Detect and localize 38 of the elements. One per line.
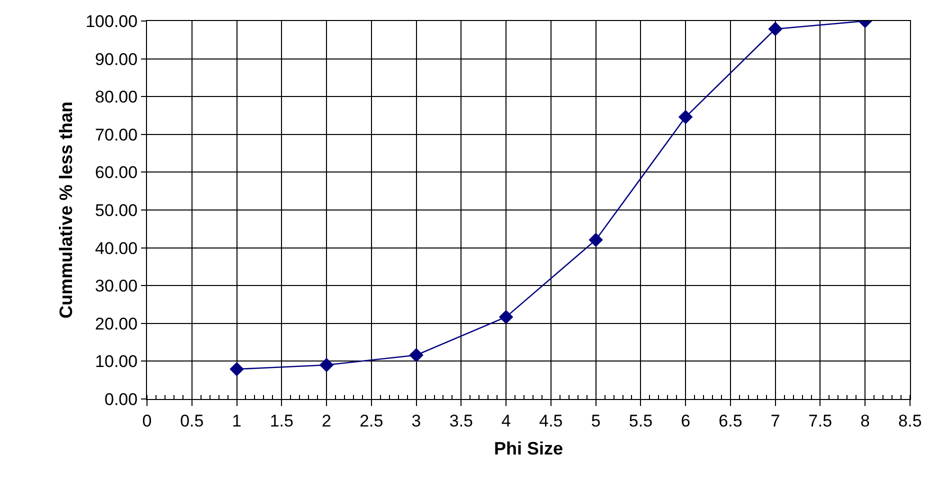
x-tick-label: 2: [322, 411, 332, 430]
x-tick-label: 0: [142, 411, 152, 430]
y-tick-label: 80.00: [95, 88, 138, 107]
y-tick-label: 70.00: [95, 125, 138, 144]
point: [409, 348, 424, 362]
y-tick-label: 100.00: [86, 12, 138, 31]
x-tick-label: 3.5: [449, 411, 473, 430]
x-tick-label: 8: [860, 411, 870, 430]
x-axis-title: Phi Size: [494, 438, 564, 458]
point: [588, 232, 603, 248]
x-tick-label: 5: [591, 411, 601, 430]
y-tick-label: 40.00: [95, 238, 138, 258]
x-tick-label: 7.5: [808, 411, 832, 430]
point: [768, 22, 782, 36]
point: [678, 110, 693, 124]
x-tick-label: 4: [501, 411, 511, 430]
x-tick-label: 6: [680, 411, 690, 430]
x-tick-label: 0.5: [180, 411, 204, 430]
y-tick-label: 0.00: [104, 390, 138, 409]
point: [319, 358, 334, 372]
y-tick-label: 10.00: [95, 352, 138, 372]
y-tick-label: 90.00: [95, 50, 138, 69]
x-tick-label: 8.5: [898, 411, 922, 430]
y-tick-label: 50.00: [95, 200, 138, 220]
point: [498, 310, 514, 324]
y-tick-label: 60.00: [95, 163, 138, 182]
y-axis-title: Cummulative % less than: [56, 101, 76, 319]
x-tick-label: 2.5: [360, 411, 384, 430]
x-tick-label: 7: [770, 411, 780, 430]
y-tick-label: 20.00: [95, 314, 138, 334]
x-tick-label: 6.5: [718, 411, 742, 430]
x-tick-label: 5.5: [628, 411, 653, 430]
y-tick-label: 30.00: [95, 276, 138, 296]
x-tick-label: 4.5: [539, 411, 563, 430]
x-tick-label: 1.5: [270, 411, 294, 430]
x-tick-label: 3: [412, 411, 422, 430]
x-tick-label: 1: [232, 411, 242, 430]
point: [230, 362, 244, 376]
